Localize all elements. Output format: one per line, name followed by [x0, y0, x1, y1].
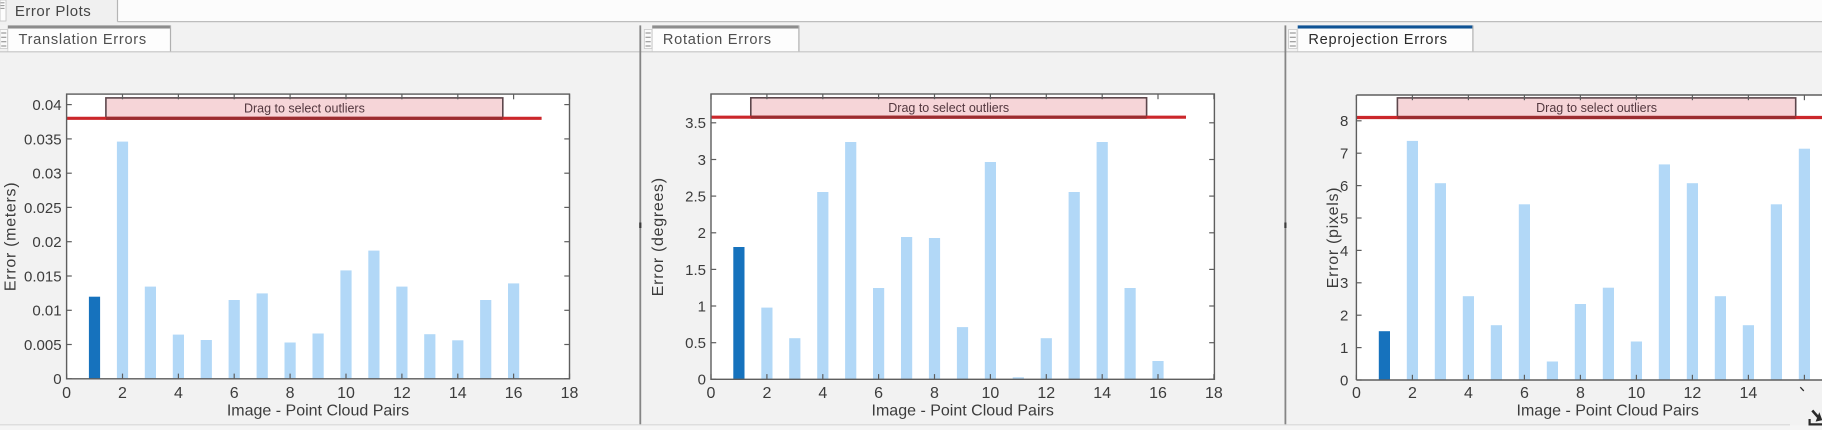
svg-text:0.01: 0.01 [32, 303, 61, 320]
svg-text:4: 4 [174, 385, 183, 402]
svg-text:12: 12 [393, 385, 411, 402]
svg-text:Translation Errors: Translation Errors [19, 32, 147, 48]
svg-text:6: 6 [874, 385, 883, 402]
svg-text:Error (degrees): Error (degrees) [650, 177, 667, 296]
svg-text:2.5: 2.5 [685, 189, 706, 206]
svg-text:0: 0 [1352, 385, 1361, 402]
svg-text:Drag to select outliers: Drag to select outliers [888, 101, 1009, 115]
svg-text:0.04: 0.04 [32, 97, 61, 114]
svg-text:2: 2 [1340, 308, 1348, 325]
svg-text:0: 0 [698, 372, 706, 389]
svg-text:4: 4 [1464, 385, 1473, 402]
svg-text:16: 16 [505, 385, 523, 402]
svg-text:2: 2 [118, 385, 127, 402]
svg-text:Image - Point Cloud Pairs: Image - Point Cloud Pairs [872, 402, 1054, 419]
svg-text:0.03: 0.03 [32, 166, 61, 183]
svg-text:Error (pixels): Error (pixels) [1325, 187, 1342, 288]
svg-text:6: 6 [1520, 385, 1529, 402]
svg-text:7: 7 [1340, 146, 1348, 163]
svg-text:8: 8 [930, 385, 939, 402]
svg-text:12: 12 [1684, 385, 1702, 402]
svg-text:4: 4 [818, 385, 827, 402]
svg-text:Rotation Errors: Rotation Errors [663, 32, 772, 48]
svg-text:0.5: 0.5 [685, 335, 706, 352]
svg-text:0.025: 0.025 [24, 200, 62, 217]
svg-text:Image - Point Cloud Pairs: Image - Point Cloud Pairs [227, 402, 409, 419]
svg-text:10: 10 [337, 385, 355, 402]
svg-text:8: 8 [286, 385, 295, 402]
svg-text:Reprojection Errors: Reprojection Errors [1308, 32, 1447, 48]
svg-text:Drag to select outliers: Drag to select outliers [244, 102, 365, 116]
svg-text:0: 0 [707, 385, 716, 402]
svg-text:14: 14 [1093, 385, 1111, 402]
svg-text:Error (meters): Error (meters) [3, 182, 20, 291]
svg-text:2: 2 [762, 385, 771, 402]
svg-text:Error Plots: Error Plots [15, 3, 91, 20]
svg-text:0.015: 0.015 [24, 268, 62, 285]
svg-text:0.02: 0.02 [32, 234, 61, 251]
svg-text:8: 8 [1576, 385, 1585, 402]
svg-text:10: 10 [982, 385, 1000, 402]
svg-text:16: 16 [1149, 385, 1167, 402]
svg-text:14: 14 [449, 385, 467, 402]
svg-text:18: 18 [561, 385, 579, 402]
svg-text:12: 12 [1037, 385, 1055, 402]
svg-text:8: 8 [1340, 113, 1348, 130]
svg-text:0: 0 [53, 371, 61, 388]
svg-text:Image - Point Cloud Pairs: Image - Point Cloud Pairs [1517, 402, 1699, 419]
svg-text:3: 3 [1340, 275, 1348, 292]
svg-text:1.5: 1.5 [685, 262, 706, 279]
svg-text:6: 6 [1340, 178, 1348, 195]
svg-text:Drag to select outliers: Drag to select outliers [1536, 101, 1657, 115]
svg-text:6: 6 [230, 385, 239, 402]
svg-text:18: 18 [1205, 385, 1223, 402]
svg-text:3.5: 3.5 [685, 115, 706, 132]
svg-text:1: 1 [1340, 340, 1348, 357]
svg-text:3: 3 [698, 152, 706, 169]
svg-text:1: 1 [698, 298, 706, 315]
svg-text:14: 14 [1740, 385, 1758, 402]
svg-text:4: 4 [1340, 243, 1348, 260]
svg-text:0: 0 [1340, 372, 1348, 389]
svg-text:5: 5 [1340, 210, 1348, 227]
svg-text:2: 2 [698, 225, 706, 242]
svg-text:2: 2 [1408, 385, 1417, 402]
svg-text:10: 10 [1628, 385, 1646, 402]
svg-text:0.035: 0.035 [24, 131, 62, 148]
svg-text:0.005: 0.005 [24, 337, 62, 354]
svg-text:0: 0 [62, 385, 71, 402]
